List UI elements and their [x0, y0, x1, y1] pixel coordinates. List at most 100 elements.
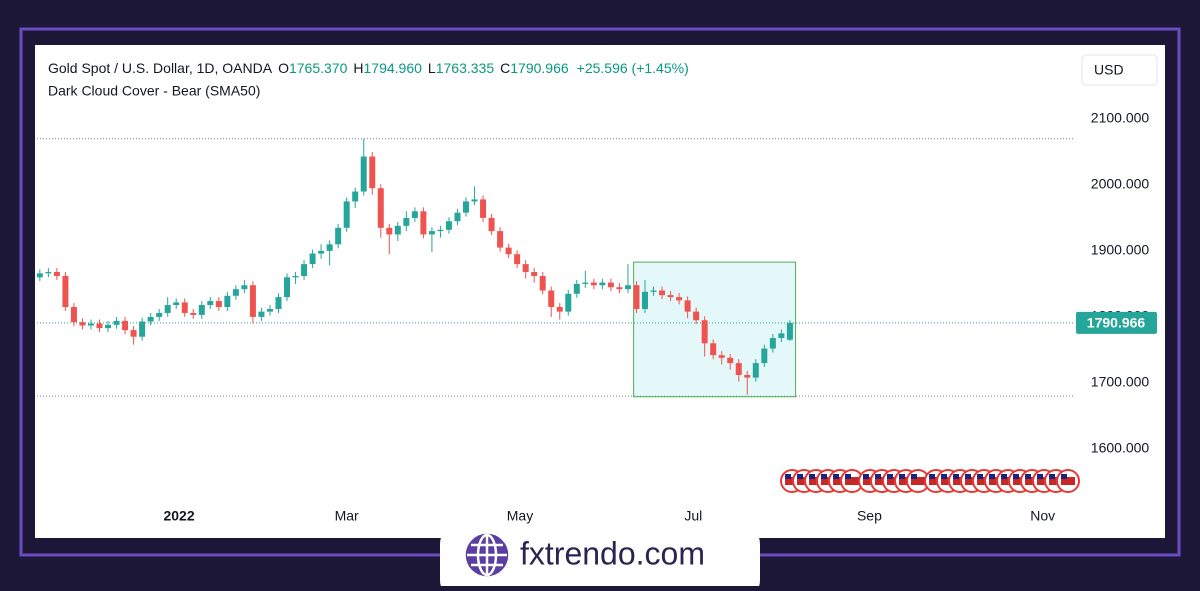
candle-body: [735, 363, 742, 375]
candle-body: [633, 285, 640, 309]
candle-body: [292, 275, 299, 278]
candle-body: [454, 212, 461, 222]
candle-body: [224, 295, 231, 308]
event-flag-canton: [863, 474, 869, 479]
candle-body: [744, 374, 751, 378]
candle-body: [752, 363, 759, 378]
candle-body: [497, 231, 504, 248]
event-flag-canton: [965, 474, 971, 479]
x-tick-label: Nov: [1030, 508, 1055, 524]
candle-body: [190, 312, 197, 315]
candle-body: [624, 285, 631, 290]
event-flag-canton: [1001, 474, 1007, 479]
last-price-label: 1790.966: [1087, 315, 1146, 331]
l-label: L: [428, 60, 436, 76]
event-flag: [911, 477, 925, 485]
candle-body: [394, 225, 401, 235]
candle-body: [301, 264, 308, 276]
candle-body: [139, 321, 146, 337]
candle-body: [53, 272, 60, 276]
h-label: H: [353, 60, 363, 76]
brand-tab: [440, 522, 760, 591]
candle-body: [548, 290, 555, 308]
candle-body: [667, 295, 674, 298]
candle-body: [62, 275, 69, 308]
panel: [35, 45, 1165, 538]
event-flag-canton: [1061, 474, 1067, 479]
candle-body: [105, 324, 112, 329]
candle-body: [522, 264, 529, 273]
candle-body: [659, 290, 666, 296]
candle-body: [599, 282, 606, 286]
candle-body: [411, 211, 418, 218]
candle-body: [198, 305, 205, 315]
currency: USD: [1094, 62, 1124, 78]
event-flag-canton: [797, 474, 803, 479]
candle-body: [266, 308, 273, 312]
candle-body: [232, 289, 239, 296]
x-tick-label: Mar: [335, 508, 359, 524]
candle-body: [488, 217, 495, 232]
header-line: Gold Spot / U.S. Dollar, 1D, OANDA O1765.…: [48, 60, 689, 76]
y-tick-label: 2000.000: [1091, 176, 1150, 192]
symbol: Gold Spot / U.S. Dollar, 1D, OANDA: [48, 60, 273, 76]
event-flag-canton: [1049, 474, 1055, 479]
candle-body: [573, 283, 580, 294]
y-tick-label: 1700.000: [1091, 374, 1150, 390]
event-flag-canton: [911, 474, 917, 479]
candle-body: [369, 156, 376, 189]
x-tick-label: Jul: [684, 508, 702, 524]
candle-body: [727, 357, 734, 364]
candle-body: [377, 188, 384, 228]
candle-body: [684, 300, 691, 312]
event-flag-canton: [833, 474, 839, 479]
event-flag-canton: [785, 474, 791, 479]
event-flag-canton: [1037, 474, 1043, 479]
candle-body: [505, 247, 512, 255]
candle-body: [130, 330, 137, 337]
candle-body: [641, 291, 648, 309]
event-flag-canton: [887, 474, 893, 479]
candle-body: [445, 221, 452, 230]
candle-body: [164, 305, 171, 313]
candle-body: [275, 297, 282, 309]
candle-body: [403, 217, 410, 226]
brand: fxtrendo.com: [520, 535, 705, 571]
candle-body: [463, 201, 470, 213]
x-tick-label: Sep: [857, 508, 882, 524]
event-flag-canton: [989, 474, 995, 479]
c-value: 1790.966: [510, 60, 569, 76]
candle-body: [70, 307, 77, 323]
candle-body: [173, 302, 180, 306]
candle-body: [480, 199, 487, 218]
o-value: 1765.370: [289, 60, 348, 76]
candle-body: [718, 355, 725, 358]
candle-body: [420, 211, 427, 235]
last-price-tag: [1076, 311, 1157, 334]
candle-body: [582, 282, 589, 284]
y-tick-label: 1600.000: [1091, 440, 1150, 456]
l-value: 1763.335: [436, 60, 495, 76]
x-tick-label: 2022: [163, 508, 194, 524]
candle-body: [693, 311, 700, 321]
event-flag: [845, 477, 859, 485]
candle-body: [147, 316, 154, 322]
candle-body: [565, 293, 572, 312]
candle-body: [556, 307, 563, 312]
candle-body: [309, 253, 316, 265]
c-label: C: [500, 60, 510, 76]
change: +25.596 (+1.45%): [577, 60, 689, 76]
candle-body: [241, 285, 248, 290]
event-flag-canton: [941, 474, 947, 479]
h-value: 1794.960: [364, 60, 423, 76]
currency-button[interactable]: [1081, 54, 1158, 86]
candle-body: [352, 191, 359, 202]
candle-body: [514, 254, 521, 265]
candle-body: [761, 348, 768, 364]
candle-body: [113, 320, 120, 325]
candle-body: [45, 272, 52, 274]
candle-body: [249, 285, 256, 317]
o-label: O: [278, 60, 289, 76]
